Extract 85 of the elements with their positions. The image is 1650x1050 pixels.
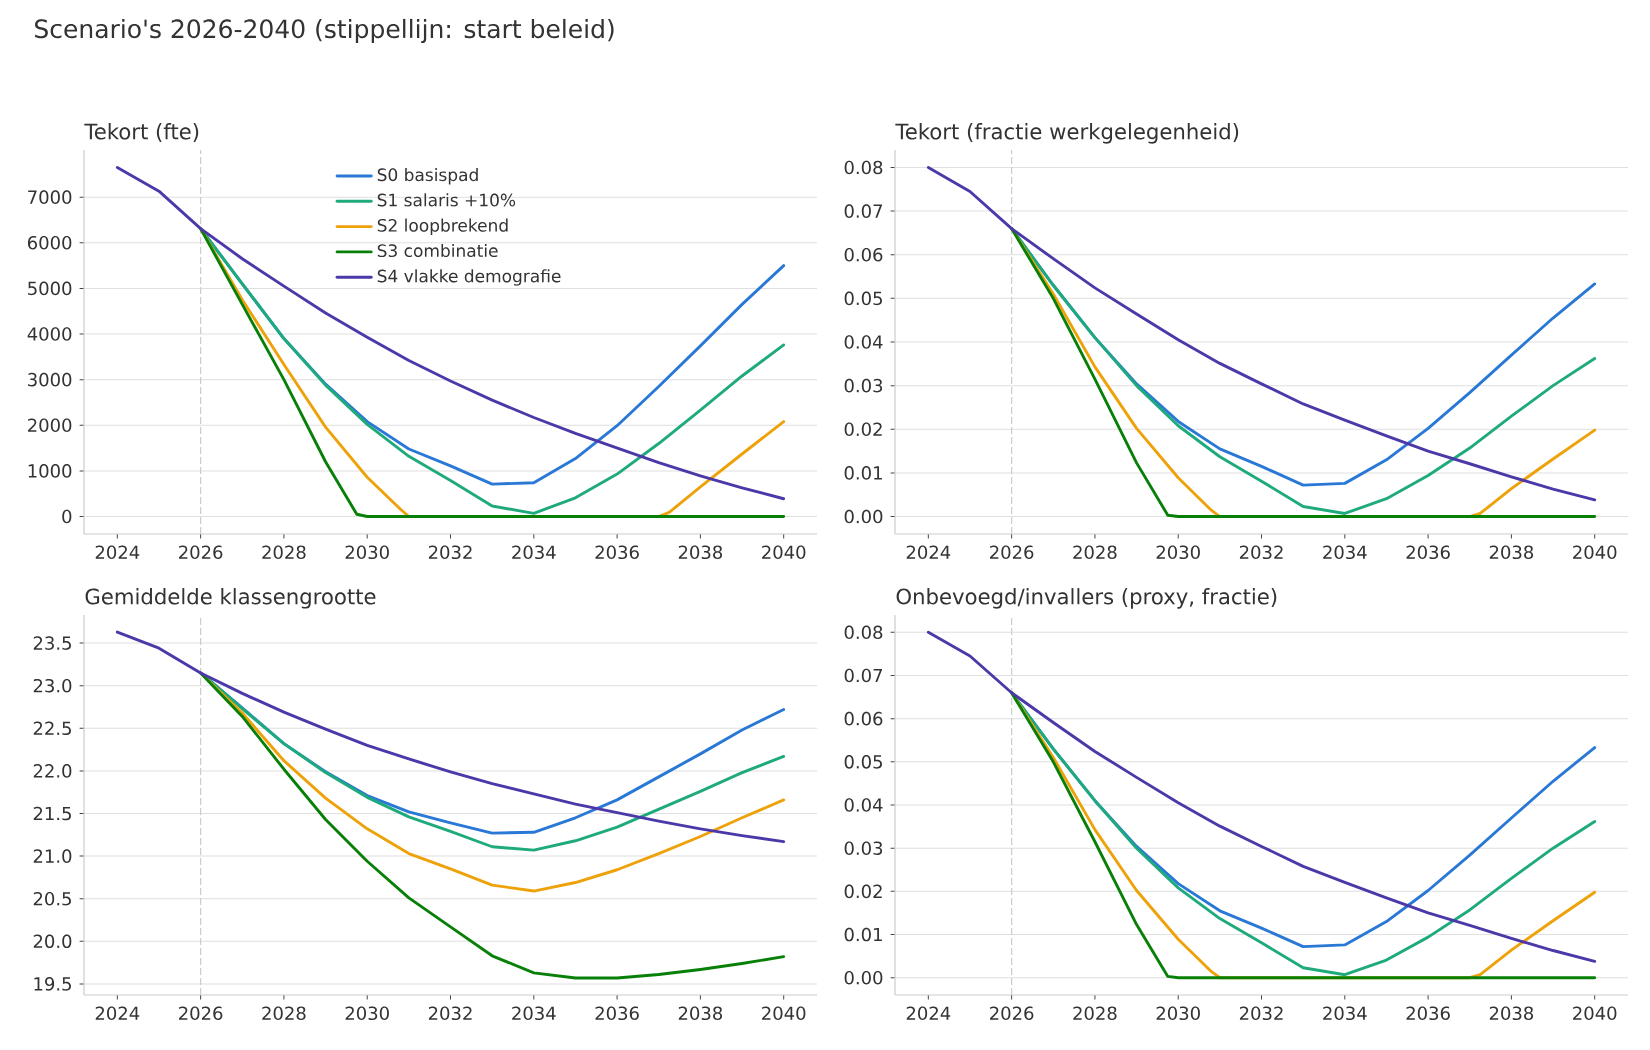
y-tick-label: 21.0 (33, 849, 72, 863)
y-tick-label: 0.00 (844, 509, 883, 524)
line-series (115, 630, 786, 844)
x-tick-label: 2034 (1323, 545, 1367, 560)
legend-label: S1 salaris +10% (377, 193, 516, 207)
x-tick-label: 2034 (512, 545, 556, 560)
line-series (199, 671, 786, 980)
y-tick-label: 20.0 (33, 934, 72, 949)
x-tick-label: 2028 (262, 545, 306, 560)
y-tick-label: 22.5 (33, 721, 71, 736)
x-tick-label: 2030 (345, 545, 389, 560)
y-tick-label: 0.01 (844, 927, 882, 942)
x-tick-label: 2036 (1406, 1006, 1450, 1021)
y-tick-label: 0.02 (844, 422, 882, 437)
y-tick-label: 0.06 (844, 247, 883, 262)
legend-label: S0 basispad (377, 167, 478, 185)
chart-title: Onbevoegd/invallers (proxy, fractie) (896, 588, 1277, 609)
x-tick-label: 2040 (762, 545, 806, 560)
y-tick-label: 23.5 (33, 636, 71, 650)
y-tick-label: 7000 (28, 190, 72, 204)
y-tick-label: 0.05 (844, 755, 882, 769)
x-tick-label: 2034 (512, 1006, 556, 1021)
y-tick-label: 23.0 (33, 678, 72, 693)
y-tick-label: 0.04 (844, 798, 883, 812)
y-tick-label: 3000 (28, 372, 72, 387)
y-tick-label: 0.08 (844, 625, 883, 640)
y-tick-label: 22.0 (33, 764, 72, 778)
y-tick-label: 2000 (28, 418, 72, 433)
x-tick-label: 2036 (595, 1006, 639, 1021)
x-tick-label: 2034 (1323, 1006, 1367, 1021)
x-tick-label: 2040 (762, 1006, 806, 1021)
y-tick-label: 0.03 (844, 378, 883, 393)
x-tick-label: 2038 (1489, 1006, 1534, 1021)
x-tick-label: 2030 (1156, 545, 1200, 560)
x-tick-label: 2024 (906, 1006, 951, 1021)
x-tick-label: 2026 (990, 545, 1034, 560)
chart-title: Tekort (fte) (84, 123, 199, 142)
y-tick-label: 0.07 (844, 668, 882, 683)
x-tick-label: 2026 (179, 545, 223, 560)
y-tick-label: 21.5 (33, 806, 71, 821)
legend-label: S4 vlakke demografie (377, 269, 561, 286)
y-tick-label: 20.5 (33, 891, 71, 906)
x-tick-label: 2038 (1489, 545, 1534, 560)
x-tick-label: 2036 (1406, 545, 1450, 560)
x-tick-label: 2024 (95, 1006, 140, 1021)
x-tick-label: 2030 (1156, 1006, 1200, 1021)
y-tick-label: 0.01 (844, 466, 882, 480)
x-tick-label: 2032 (428, 545, 472, 560)
legend-label: S2 loopbrekend (377, 218, 508, 236)
x-tick-label: 2038 (678, 1006, 723, 1021)
x-tick-label: 2026 (179, 1006, 223, 1021)
x-tick-label: 2038 (678, 545, 723, 560)
line-series (926, 630, 1597, 963)
x-tick-label: 2040 (1573, 545, 1617, 560)
x-tick-label: 2024 (95, 545, 140, 560)
y-tick-label: 0.00 (844, 970, 883, 985)
legend-label: S3 combinatie (377, 243, 498, 258)
text: Scenario's 2026-2040 (stippellijn: start beleid) (35, 18, 614, 44)
y-tick-label: 0 (62, 509, 72, 524)
chart-title: Tekort (fractie werkgelegenheid) (895, 123, 1239, 144)
y-tick-label: 0.06 (844, 711, 883, 726)
x-tick-label: 2040 (1573, 1006, 1617, 1021)
x-tick-label: 2030 (345, 1006, 389, 1021)
y-tick-label: 0.07 (844, 204, 882, 218)
y-tick-label: 0.02 (844, 884, 882, 899)
chart-title: Gemiddelde klassengrootte (85, 588, 376, 609)
y-tick-label: 1000 (28, 464, 72, 478)
x-tick-label: 2032 (428, 1006, 472, 1021)
x-tick-label: 2028 (262, 1006, 306, 1021)
x-tick-label: 2024 (906, 545, 951, 560)
x-tick-label: 2036 (595, 545, 639, 560)
y-tick-label: 4000 (27, 327, 72, 341)
x-tick-label: 2032 (1239, 1006, 1283, 1021)
y-tick-label: 0.08 (844, 160, 883, 175)
x-tick-label: 2026 (990, 1006, 1034, 1021)
x-tick-label: 2028 (1073, 545, 1117, 560)
y-tick-label: 5000 (28, 281, 72, 296)
y-tick-label: 19.5 (34, 977, 71, 991)
y-tick-label: 0.05 (844, 291, 882, 306)
y-tick-label: 0.03 (844, 841, 883, 855)
y-tick-label: 6000 (27, 235, 72, 250)
y-tick-label: 0.04 (844, 335, 883, 349)
x-tick-label: 2028 (1073, 1006, 1117, 1021)
x-tick-label: 2032 (1239, 545, 1283, 560)
line-series (926, 166, 1597, 502)
